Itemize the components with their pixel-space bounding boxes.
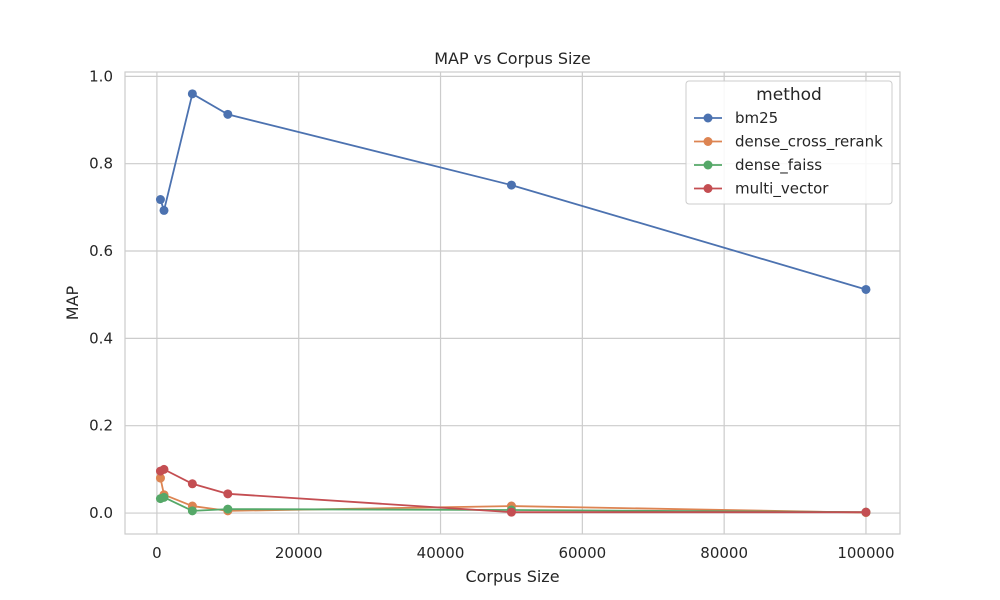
x-tick-label: 100000: [837, 544, 894, 562]
legend-box: [685, 80, 893, 205]
series-multi-vector: [155, 464, 871, 517]
data-point: [159, 205, 169, 215]
data-point: [861, 507, 871, 517]
y-tick-label: 0.6: [89, 242, 113, 260]
x-tick-label: 0: [152, 544, 162, 562]
data-point: [155, 195, 165, 205]
data-point: [159, 464, 169, 474]
x-tick-label: 80000: [700, 544, 748, 562]
legend-label: dense_faiss: [735, 156, 822, 175]
data-point: [155, 473, 165, 483]
legend-label: multi_vector: [735, 180, 829, 199]
legend-marker: [703, 137, 713, 146]
data-point: [223, 489, 233, 499]
legend-item: bm25: [694, 109, 778, 127]
data-point: [187, 89, 197, 99]
data-point: [861, 284, 871, 294]
legend-items: bm25 dense_cross_rerank dense_faiss multi_v…: [694, 109, 883, 199]
y-tick-label: 0.4: [89, 329, 113, 347]
data-point: [506, 507, 516, 517]
legend-title: method: [756, 85, 822, 105]
y-axis-label: MAP: [63, 285, 82, 320]
y-tick-label: 0.2: [89, 417, 113, 435]
legend-label: bm25: [735, 109, 778, 127]
tick-labels: 0 20000 40000 60000 80000 100000 0.0 0.2 0.4 0.6 0…: [89, 67, 894, 562]
x-tick-label: 20000: [275, 544, 323, 562]
x-tick-label: 40000: [417, 544, 465, 562]
data-point: [159, 492, 169, 502]
data-point: [187, 506, 197, 516]
data-point: [506, 180, 516, 190]
legend-label: dense_cross_rerank: [735, 133, 883, 152]
y-tick-label: 0.8: [89, 155, 113, 173]
y-tick-label: 0.0: [89, 504, 113, 522]
legend-item: multi_vector: [694, 180, 829, 199]
legend-marker: [703, 160, 713, 170]
data-point: [187, 479, 197, 489]
legend-item: dense_cross_rerank: [694, 133, 883, 152]
y-tick-label: 1.0: [89, 67, 113, 85]
series-bm25: [155, 89, 871, 294]
legend: method bm25 dense_cross_rerank dense_faiss…: [685, 80, 893, 205]
legend-marker: [703, 113, 713, 123]
data-point: [223, 109, 233, 119]
x-tick-label: 60000: [558, 544, 606, 562]
series-layer: [155, 89, 871, 518]
data-point: [223, 504, 233, 514]
legend-marker: [703, 184, 713, 193]
x-axis-label: Corpus Size: [465, 567, 559, 586]
chart-title: MAP vs Corpus Size: [434, 49, 590, 68]
plot-frame: [124, 71, 901, 535]
legend-item: dense_faiss: [694, 156, 822, 175]
